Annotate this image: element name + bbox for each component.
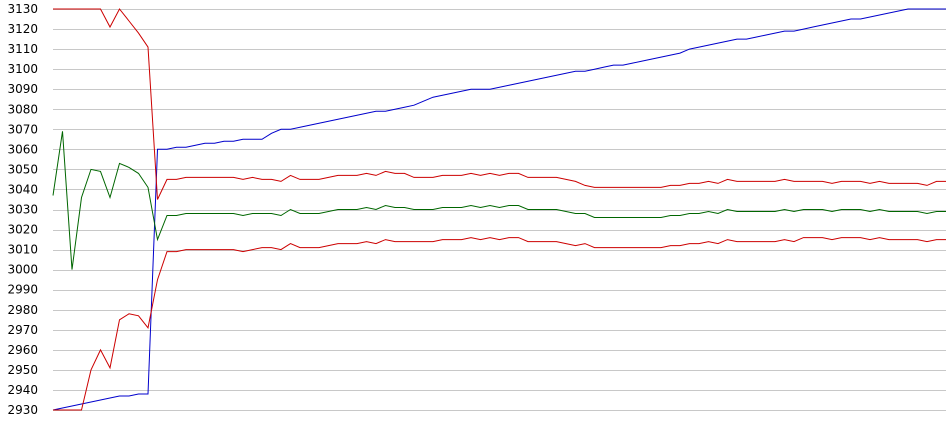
y-tick-label: 2960 — [7, 343, 38, 357]
y-tick-label: 3070 — [7, 122, 38, 136]
y-tick-label: 2980 — [7, 303, 38, 317]
y-tick-label: 3050 — [7, 162, 38, 176]
y-grid — [53, 9, 946, 411]
y-tick-label: 2940 — [7, 383, 38, 397]
y-tick-label: 2970 — [7, 323, 38, 337]
y-axis-tick-labels: 2930 2940 2950 2960 2970 2980 2990 3000 3010 3020… — [7, 2, 38, 417]
y-tick-label: 3110 — [7, 42, 38, 56]
y-tick-label: 3030 — [7, 203, 38, 217]
y-tick-label: 3040 — [7, 182, 38, 196]
y-tick-label: 2950 — [7, 363, 38, 377]
series-line-4 — [53, 237, 946, 411]
series-line-1 — [52, 8, 946, 411]
y-tick-label: 3010 — [7, 243, 38, 257]
y-tick-label: 2930 — [7, 403, 38, 417]
y-tick-label: 3020 — [7, 223, 38, 237]
series-line-2 — [53, 8, 946, 200]
series-lines — [52, 8, 946, 411]
y-tick-label: 3000 — [7, 263, 38, 277]
y-tick-label: 3100 — [7, 62, 38, 76]
y-tick-label: 2990 — [7, 283, 38, 297]
y-tick-label: 3090 — [7, 82, 38, 96]
y-tick-label: 3130 — [7, 2, 38, 16]
y-tick-label: 3060 — [7, 142, 38, 156]
series-line-3 — [52, 131, 946, 270]
y-tick-label: 3080 — [7, 102, 38, 116]
y-tick-label: 3120 — [7, 22, 38, 36]
